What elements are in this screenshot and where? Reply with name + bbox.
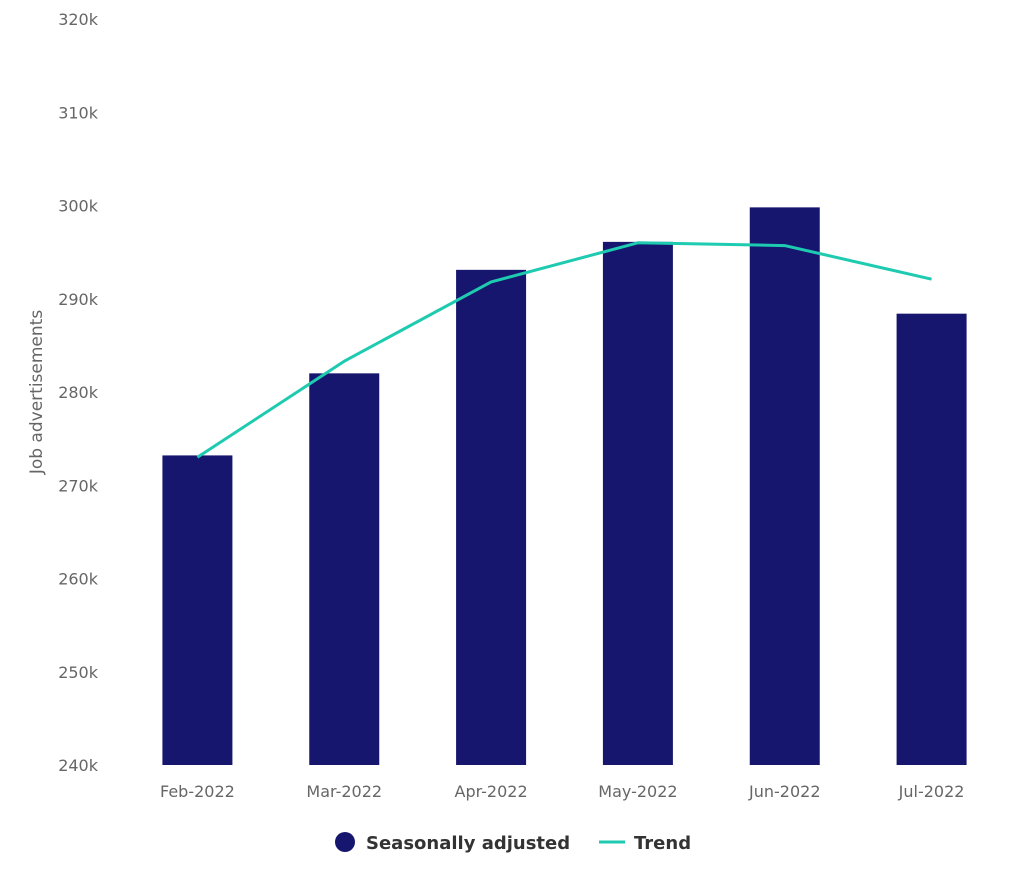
x-tick-label: May-2022 — [598, 782, 677, 801]
legend-label-seasonally-adjusted[interactable]: Seasonally adjusted — [366, 833, 570, 854]
x-tick-label: Jun-2022 — [748, 782, 821, 801]
y-tick-label: 290k — [58, 290, 99, 309]
y-tick-label: 240k — [58, 756, 99, 775]
legend-marker-seasonally-adjusted — [335, 832, 355, 852]
bar-feb-2022[interactable] — [162, 455, 233, 765]
y-tick-label: 300k — [58, 197, 99, 216]
bar-may-2022[interactable] — [602, 241, 673, 765]
bar-series — [162, 207, 967, 766]
y-tick-label: 270k — [58, 476, 99, 495]
x-tick-label: Feb-2022 — [160, 782, 235, 801]
legend-label-trend[interactable]: Trend — [634, 833, 691, 854]
trend-series — [196, 241, 932, 459]
trend-line[interactable] — [196, 241, 932, 459]
x-tick-label: Jul-2022 — [898, 782, 965, 801]
bar-apr-2022[interactable] — [456, 269, 527, 765]
y-axis: 240k 250k 260k 270k 280k 290k 300k 310k 320k — [58, 10, 99, 775]
y-tick-label: 320k — [58, 10, 99, 29]
y-tick-label: 280k — [58, 383, 99, 402]
y-tick-label: 250k — [58, 663, 99, 682]
bar-jul-2022[interactable] — [896, 313, 967, 765]
legend: Seasonally adjusted Trend — [335, 832, 691, 854]
bar-jun-2022[interactable] — [749, 207, 820, 766]
x-tick-label: Mar-2022 — [306, 782, 382, 801]
x-tick-label: Apr-2022 — [455, 782, 528, 801]
y-tick-label: 260k — [58, 570, 99, 589]
x-axis: Feb-2022 Mar-2022 Apr-2022 May-2022 Jun-2022… — [160, 782, 964, 801]
y-tick-label: 310k — [58, 103, 99, 122]
y-axis-title: Job advertisements — [27, 310, 47, 475]
bar-mar-2022[interactable] — [309, 373, 380, 765]
